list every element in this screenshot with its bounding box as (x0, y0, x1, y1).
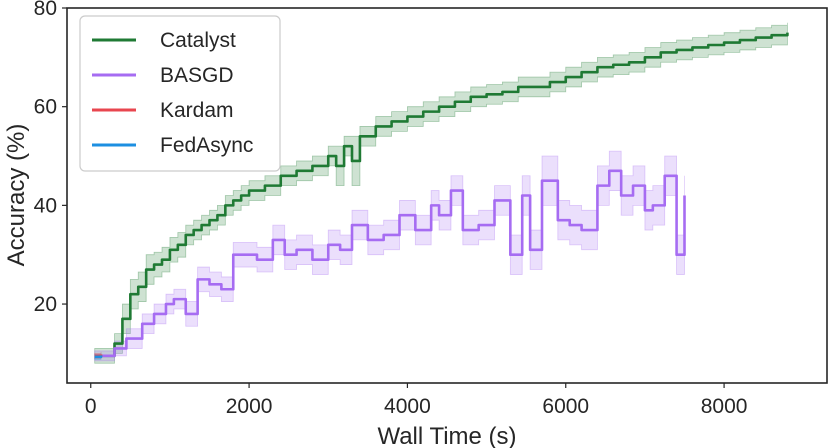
fedasync-line (94, 355, 103, 359)
y-tick-label: 40 (34, 194, 57, 217)
catalyst-band (94, 22, 788, 364)
x-axis-label: Wall Time (s) (377, 423, 516, 448)
x-tick-label: 4000 (384, 395, 431, 418)
y-axis-ticks: 20 40 60 80 (34, 0, 67, 316)
legend-label-fedasync: FedAsync (160, 134, 253, 157)
x-tick-label: 6000 (542, 395, 589, 418)
y-axis-label: Accuracy (%) (3, 124, 30, 267)
x-axis-ticks: 0 2000 4000 6000 8000 (85, 383, 748, 418)
y-tick-label: 80 (34, 0, 57, 20)
legend-label-kardam: Kardam (160, 99, 234, 122)
x-tick-label: 2000 (226, 395, 273, 418)
catalyst-line (94, 32, 789, 358)
legend-box (79, 15, 281, 172)
legend-label-catalyst: Catalyst (160, 29, 236, 52)
plot-frame (66, 7, 828, 384)
series-lines (94, 32, 789, 359)
y-tick-label: 60 (34, 96, 57, 119)
x-tick-label: 8000 (701, 395, 748, 418)
x-tick-label: 0 (85, 395, 97, 418)
legend: Catalyst BASGD Kardam FedAsync (79, 15, 281, 172)
y-tick-label: 20 (34, 293, 57, 316)
basgd-line (94, 169, 686, 358)
legend-label-basgd: BASGD (160, 64, 234, 87)
